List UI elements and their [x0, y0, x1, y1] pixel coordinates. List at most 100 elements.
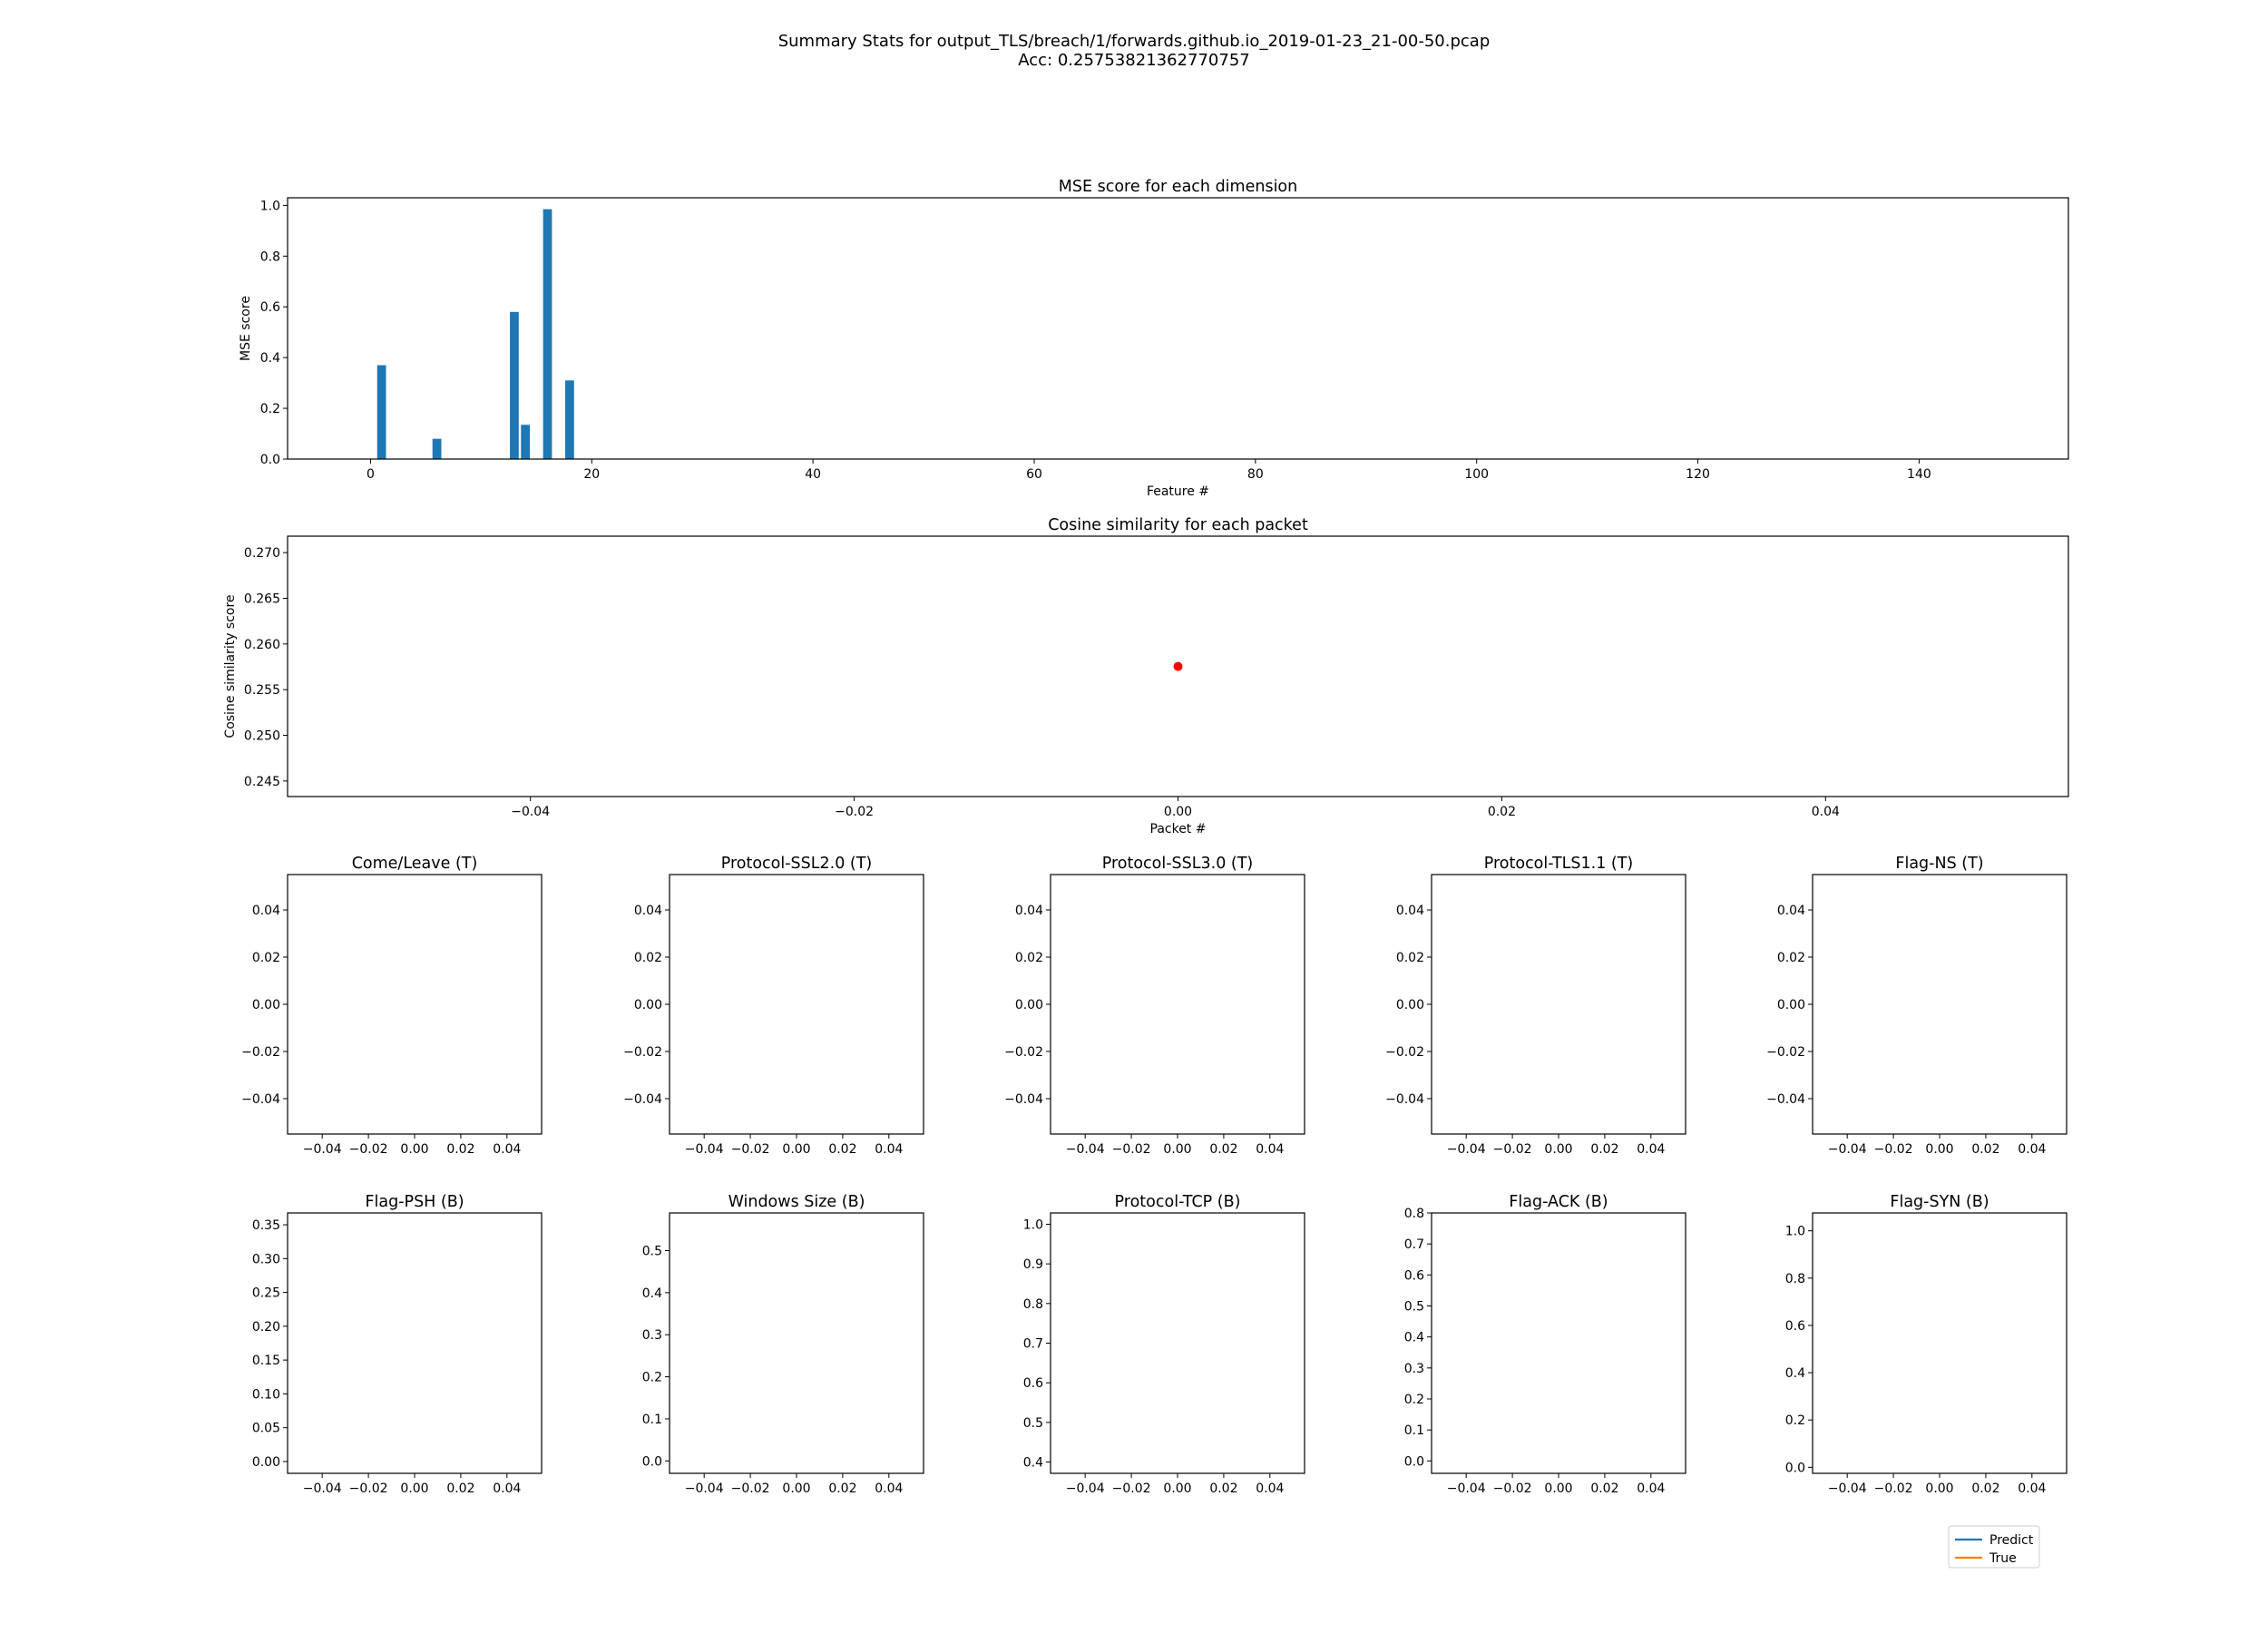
- y-tick-label: 0.260: [244, 638, 280, 652]
- y-tick-label: 0.00: [634, 998, 662, 1012]
- figure-subtitle-accuracy: Acc: 0.25753821362770757: [1018, 51, 1249, 70]
- x-tick-label: 0.00: [1925, 1142, 1953, 1157]
- y-tick-label: 0.1: [642, 1413, 662, 1427]
- y-tick-label: 0.3: [642, 1328, 662, 1343]
- y-tick-label: 0.02: [1015, 951, 1043, 965]
- y-tick-label: 0.255: [244, 683, 280, 698]
- y-tick-label: 0.35: [252, 1218, 280, 1233]
- axes-s4: −0.04 −0.02 0.00 0.02 0.04 −0.04 −0.02 0.00 0.02…: [1385, 855, 1686, 1157]
- x-tick-label: 0.02: [446, 1142, 474, 1157]
- axes-b4: −0.04 −0.02 0.00 0.02 0.04 0.0 0.1 0.2 0.3 0.4 0.5…: [1404, 1193, 1686, 1496]
- y-tick-label: 0.245: [244, 775, 280, 789]
- y-tick-label: 0.04: [1777, 904, 1805, 918]
- x-tick-label: 0.00: [1163, 1481, 1191, 1496]
- y-tick-label: 0.0: [642, 1454, 662, 1469]
- x-tick-label: −0.04: [303, 1142, 342, 1157]
- y-tick-label: 0.10: [252, 1387, 280, 1402]
- y-tick-label: 0.02: [1396, 951, 1424, 965]
- x-tick-label: −0.02: [349, 1142, 388, 1157]
- axes-title: Come/Leave (T): [352, 855, 478, 873]
- axes-frame: [1050, 874, 1305, 1135]
- y-tick-label: 0.6: [1023, 1376, 1043, 1391]
- x-tick-label: 20: [583, 467, 600, 482]
- y-tick-label: 0.04: [252, 904, 280, 918]
- legend: Predict True: [1948, 1525, 2040, 1569]
- y-tick-label: 0.6: [1404, 1268, 1424, 1283]
- axes-frame: [287, 1212, 543, 1474]
- axes-title: Flag-PSH (B): [365, 1193, 464, 1211]
- x-tick-label: 0.00: [1544, 1142, 1572, 1157]
- x-tick-label: −0.04: [1066, 1481, 1105, 1496]
- x-tick-label: −0.02: [1112, 1142, 1151, 1157]
- y-tick-label: 0.5: [1023, 1416, 1043, 1431]
- y-tick-label: 0.2: [260, 402, 280, 416]
- legend-label-predict: Predict: [1989, 1533, 2034, 1548]
- y-tick-label: 0.8: [1404, 1207, 1424, 1221]
- y-tick-label: −0.04: [1385, 1092, 1424, 1107]
- x-tick-label: −0.02: [1493, 1481, 1532, 1496]
- x-tick-label: 0.02: [1590, 1142, 1618, 1157]
- axes-title: Flag-SYN (B): [1890, 1193, 1989, 1211]
- x-tick-label: 0.04: [875, 1142, 903, 1157]
- x-tick-label: −0.02: [731, 1481, 770, 1496]
- x-axis-label: Feature #: [1147, 484, 1209, 499]
- axes-mse: 0 20 40 60 80 100 120 140 0.0 0.2 0.4 0.6 0.8 1.0 MSE …: [239, 178, 2069, 499]
- x-tick-label: 0.00: [1163, 1142, 1191, 1157]
- bar-feature-6: [432, 438, 442, 459]
- y-tick-label: 0.2: [1785, 1413, 1805, 1428]
- axes-frame: [669, 1212, 924, 1474]
- x-tick-label: 0.00: [1925, 1481, 1953, 1496]
- y-tick-label: 0.0: [260, 453, 280, 467]
- x-tick-label: −0.04: [1447, 1142, 1486, 1157]
- y-tick-label: 1.0: [1023, 1217, 1043, 1232]
- y-axis-label: MSE score: [239, 296, 253, 361]
- x-tick-label: −0.02: [1493, 1142, 1532, 1157]
- y-tick-label: −0.02: [623, 1045, 662, 1060]
- y-tick-label: 0.4: [1023, 1456, 1043, 1471]
- y-tick-label: 0.8: [1023, 1297, 1043, 1312]
- y-tick-label: 0.3: [1404, 1362, 1424, 1376]
- x-tick-label: −0.04: [685, 1142, 724, 1157]
- axes-frame: [1812, 874, 2068, 1135]
- bar-feature-14: [521, 425, 531, 459]
- x-tick-label: −0.04: [685, 1481, 724, 1496]
- x-tick-label: 0.00: [400, 1481, 428, 1496]
- x-tick-label: −0.02: [349, 1481, 388, 1496]
- axes-title: Protocol-SSL3.0 (T): [1102, 855, 1254, 873]
- y-tick-label: −0.02: [1004, 1045, 1043, 1060]
- y-tick-label: 0.0: [1404, 1454, 1424, 1469]
- x-axis-label: Packet #: [1150, 822, 1207, 836]
- y-tick-label: 0.30: [252, 1252, 280, 1266]
- y-tick-label: 0.5: [642, 1244, 662, 1258]
- y-tick-label: 0.4: [260, 351, 280, 366]
- x-tick-label: 0.00: [782, 1142, 810, 1157]
- y-tick-label: 0.2: [1404, 1393, 1424, 1407]
- y-tick-label: 0.2: [642, 1371, 662, 1385]
- x-tick-label: 80: [1247, 467, 1264, 482]
- y-tick-label: 1.0: [1785, 1225, 1805, 1239]
- x-tick-label: −0.04: [1066, 1142, 1105, 1157]
- x-tick-label: −0.02: [1874, 1142, 1913, 1157]
- axes-b1: −0.04 −0.02 0.00 0.02 0.04 0.00 0.05 0.10 0.15 0.…: [252, 1193, 543, 1496]
- axes-title: Flag-ACK (B): [1509, 1193, 1608, 1211]
- x-tick-label: 0.00: [782, 1481, 810, 1496]
- x-tick-label: −0.02: [835, 805, 874, 819]
- y-tick-label: 0.00: [1777, 998, 1805, 1012]
- axes-title: Protocol-TCP (B): [1115, 1193, 1241, 1211]
- y-tick-label: 0.4: [1404, 1331, 1424, 1345]
- x-tick-label: 0.04: [2018, 1142, 2046, 1157]
- axes-frame: [1050, 1212, 1305, 1474]
- y-tick-label: 0.04: [1015, 904, 1043, 918]
- x-tick-label: 0.04: [875, 1481, 903, 1496]
- scatter-point-0: [1173, 661, 1183, 671]
- y-tick-label: 0.04: [634, 904, 662, 918]
- axes-b3: −0.04 −0.02 0.00 0.02 0.04 0.4 0.5 0.6 0.7 0.8 0.9…: [1023, 1193, 1305, 1496]
- axes-b2: −0.04 −0.02 0.00 0.02 0.04 0.0 0.1 0.2 0.3 0.4 0.5…: [642, 1193, 924, 1496]
- y-tick-label: 0.265: [244, 592, 280, 606]
- x-tick-label: 0.04: [2018, 1481, 2046, 1496]
- y-tick-label: 0.02: [252, 951, 280, 965]
- axes-title: Protocol-SSL2.0 (T): [721, 855, 873, 873]
- axes-cosine: −0.04 −0.02 0.00 0.02 0.04 0.245 0.250 0.255 0.2…: [223, 516, 2069, 836]
- y-tick-label: 0.6: [1785, 1319, 1805, 1334]
- y-tick-label: −0.04: [241, 1092, 280, 1107]
